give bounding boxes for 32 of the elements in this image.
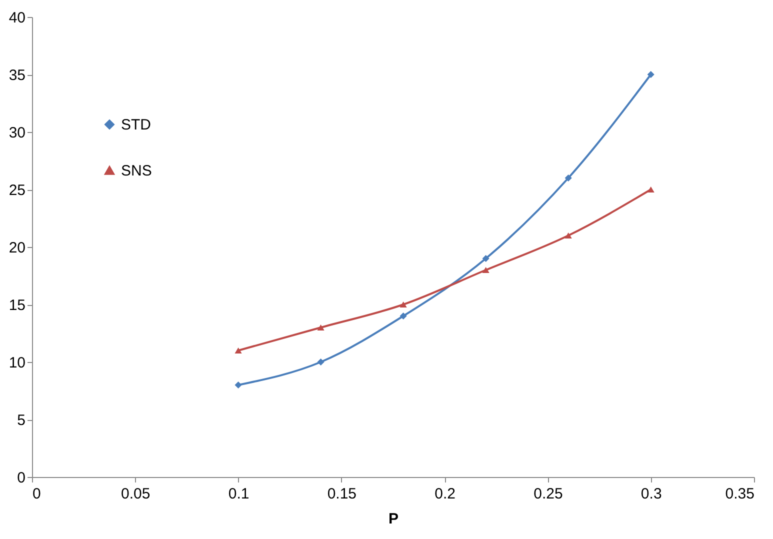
y-tick-label: 10: [8, 354, 26, 372]
x-tick-label: 0: [32, 486, 41, 502]
point: [317, 358, 324, 366]
x-tick-label: 0.35: [725, 486, 754, 502]
y-tick-label: 0: [17, 470, 26, 486]
x-tick-label: 0.15: [327, 486, 357, 502]
y-tick-label: 30: [8, 124, 26, 142]
y-tick-label: 40: [8, 10, 26, 26]
point: [647, 186, 654, 193]
legend-label: SNS: [121, 162, 152, 180]
point: [647, 70, 654, 78]
point: [482, 266, 490, 274]
point: [234, 381, 242, 389]
x-tick-label: 0.3: [640, 486, 662, 502]
y-tick-label: 25: [8, 182, 26, 199]
legend-label: STD: [121, 116, 152, 134]
x-tick-label: 0.25: [534, 486, 563, 502]
point: [564, 232, 572, 239]
point: [400, 301, 407, 308]
y-tick-label: 5: [17, 412, 26, 429]
x-tick-label: 0.05: [121, 486, 150, 502]
y-tick-label: 35: [8, 67, 26, 84]
y-tick-label: 15: [8, 297, 26, 314]
point: [400, 312, 407, 320]
point: [317, 324, 324, 331]
point: [234, 347, 242, 354]
y-tick-label: 20: [8, 240, 26, 256]
point: [564, 174, 572, 182]
x-tick-label: 0.2: [434, 486, 456, 502]
x-tick-label: 0.1: [228, 486, 250, 502]
x-axis-title: P: [388, 510, 399, 528]
point: [482, 254, 490, 262]
